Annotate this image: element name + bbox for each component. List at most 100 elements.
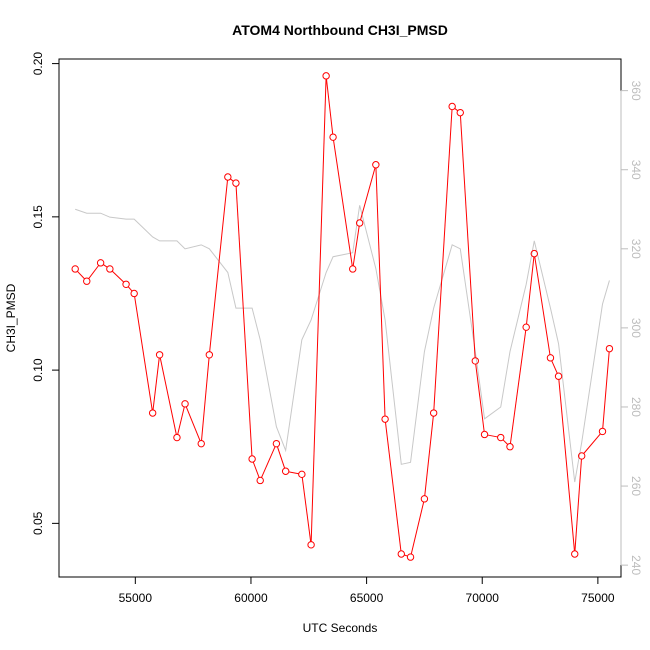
x-axis-label: UTC Seconds — [303, 621, 378, 635]
left-axis-series-point — [448, 102, 456, 111]
left-axis-series-segment — [534, 256, 551, 355]
y2-tick-label: 360 — [629, 81, 643, 101]
x-tick-label: 65000 — [350, 591, 384, 605]
y2-axis-right: 240 260 280 300 320 340 360 — [620, 81, 643, 575]
left-axis-series-point — [420, 495, 429, 503]
left-axis-series-segment — [526, 256, 535, 325]
x-tick-label: 75000 — [581, 591, 615, 605]
left-axis-series-point — [577, 452, 586, 460]
left-axis-series-segment — [252, 461, 260, 478]
y2-tick-label: 280 — [629, 397, 643, 417]
left-axis-series-segment — [88, 265, 100, 279]
left-axis-series-point — [571, 550, 579, 558]
left-axis-series-segment — [288, 471, 299, 475]
left-axis-series-point — [307, 541, 315, 549]
left-axis-series-segment — [177, 406, 185, 435]
left-axis-series-segment — [360, 167, 376, 221]
left-axis-series-point — [181, 400, 189, 408]
left-axis-series-point — [329, 133, 337, 141]
left-axis-series-segment — [352, 226, 360, 266]
left-axis-series-point — [83, 277, 91, 285]
chart-title: ATOM4 Northbound CH3I_PMSD — [232, 22, 448, 38]
left-axis-series-point — [281, 467, 290, 475]
left-axis-series-segment — [152, 357, 160, 410]
left-axis-series-point — [506, 443, 514, 451]
left-axis-series-segment — [201, 357, 210, 441]
left-axis-series-point — [155, 351, 164, 359]
y2-tick-label: 260 — [629, 476, 643, 496]
left-axis-series-segment — [551, 360, 558, 374]
left-axis-series-point — [148, 409, 157, 417]
left-axis-series-segment — [209, 180, 228, 352]
left-axis-series-segment — [134, 296, 153, 410]
left-axis-series-segment — [261, 446, 276, 478]
left-axis-series-point — [106, 265, 114, 273]
left-axis-series-point — [397, 550, 405, 558]
y-tick-label: 0.20 — [31, 52, 45, 76]
left-axis-series-point — [298, 470, 306, 479]
left-axis-series-point — [205, 351, 214, 359]
left-axis-series-point — [71, 265, 79, 273]
left-axis-series-segment — [454, 108, 459, 112]
left-axis-series-segment — [185, 406, 201, 441]
series-layer — [71, 72, 614, 561]
left-axis-series-point — [322, 72, 330, 80]
left-axis-series-point — [96, 259, 105, 267]
left-axis-series-segment — [404, 554, 408, 557]
left-axis-series-segment — [325, 78, 334, 135]
y2-tick-label: 240 — [629, 555, 643, 575]
plot-frame — [58, 58, 622, 578]
left-axis-series-point — [248, 455, 256, 463]
left-axis-series-segment — [424, 416, 434, 496]
left-axis-series-point — [546, 354, 555, 362]
y2-tick-label: 340 — [629, 160, 643, 180]
left-axis-series-point — [530, 249, 538, 258]
left-axis-series-point — [429, 409, 438, 417]
left-axis-series-point — [522, 323, 530, 331]
y-tick-label: 0.15 — [31, 205, 45, 229]
left-axis-series-segment — [487, 434, 498, 438]
left-axis-series-point — [355, 219, 364, 227]
left-axis-series-point — [480, 430, 489, 439]
left-axis-series-segment — [602, 351, 610, 429]
y2-tick-label: 320 — [629, 239, 643, 259]
left-axis-series-segment — [103, 264, 108, 268]
x-tick-label: 55000 — [119, 591, 153, 605]
left-axis-series-point — [554, 372, 563, 380]
left-axis-series-segment — [333, 140, 353, 266]
left-axis-series-point — [256, 476, 264, 485]
left-axis-series-point — [122, 280, 130, 288]
x-axis: 55000 60000 65000 70000 75000 — [119, 576, 615, 605]
y-tick-label: 0.05 — [31, 511, 45, 535]
right-axis-series-line — [75, 205, 610, 483]
left-axis-series-segment — [127, 286, 133, 292]
left-axis-series-point — [197, 439, 205, 448]
left-axis-series-segment — [574, 459, 582, 551]
left-axis-series-point — [456, 108, 464, 117]
left-axis-series-point — [224, 173, 232, 181]
left-axis-series-segment — [433, 109, 453, 410]
left-axis-series-segment — [77, 270, 85, 280]
left-axis-series-point — [232, 179, 240, 187]
left-axis-series-segment — [558, 379, 575, 551]
left-axis-series-point — [497, 433, 505, 442]
left-axis-series-point — [349, 265, 357, 273]
left-axis-series-point — [272, 439, 281, 448]
left-axis-series-segment — [375, 167, 386, 416]
left-axis-series-point — [381, 415, 389, 423]
y2-tick-label: 300 — [629, 318, 643, 338]
y-axis: 0.05 0.10 0.15 0.20 — [31, 52, 60, 535]
left-axis-series-point — [130, 289, 138, 298]
left-axis-series-segment — [230, 178, 234, 182]
x-tick-label: 70000 — [466, 591, 500, 605]
left-axis-series-segment — [583, 433, 601, 454]
left-axis-series-segment — [159, 357, 177, 435]
left-axis-series-point — [372, 161, 380, 169]
left-axis-series-segment — [502, 439, 509, 445]
left-axis-series-segment — [310, 79, 327, 542]
left-axis-series-segment — [301, 477, 312, 542]
left-axis-series-segment — [235, 186, 253, 456]
left-axis-series-segment — [276, 446, 286, 469]
left-axis-series-point — [605, 344, 614, 353]
